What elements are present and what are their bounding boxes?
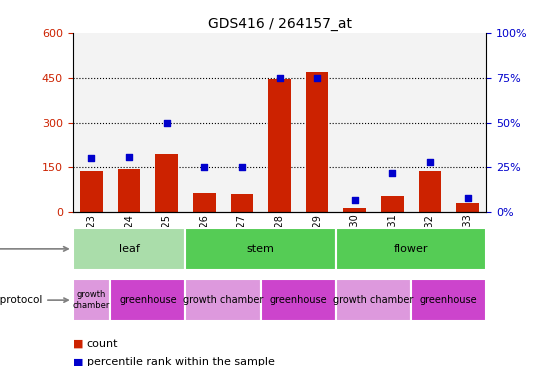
Bar [449, 33, 486, 212]
Bar [306, 72, 328, 212]
Point [238, 165, 247, 171]
Bar [231, 194, 253, 212]
Bar [411, 33, 449, 212]
Bar [73, 33, 110, 212]
Text: percentile rank within the sample: percentile rank within the sample [87, 357, 274, 366]
Bar [186, 33, 223, 212]
Bar [73, 279, 110, 321]
Bar [223, 33, 260, 212]
Point [350, 197, 359, 203]
Text: greenhouse: greenhouse [269, 295, 327, 305]
Bar [299, 33, 336, 212]
Text: count: count [87, 339, 118, 349]
Point [275, 75, 284, 81]
Text: greenhouse: greenhouse [119, 295, 177, 305]
Bar [118, 169, 140, 212]
Text: greenhouse: greenhouse [420, 295, 477, 305]
Text: ■: ■ [73, 339, 83, 349]
Point [425, 159, 434, 165]
Text: growth chamber: growth chamber [183, 295, 263, 305]
Bar [260, 33, 299, 212]
Point [125, 154, 134, 160]
Point [463, 195, 472, 201]
Bar [336, 228, 486, 270]
Bar [343, 208, 366, 212]
Text: growth protocol: growth protocol [0, 295, 68, 305]
Bar [155, 154, 178, 212]
Bar [456, 203, 479, 212]
Bar [419, 171, 441, 212]
Text: growth chamber: growth chamber [333, 295, 414, 305]
Bar [260, 279, 336, 321]
Bar [148, 33, 186, 212]
Bar [381, 196, 404, 212]
Text: flower: flower [394, 244, 428, 254]
Text: leaf: leaf [119, 244, 140, 254]
Bar [186, 279, 260, 321]
Point [87, 156, 96, 161]
Bar [186, 228, 336, 270]
Bar [373, 33, 411, 212]
Bar [110, 279, 186, 321]
Bar [110, 33, 148, 212]
Title: GDS416 / 264157_at: GDS416 / 264157_at [207, 16, 352, 30]
Text: tissue: tissue [0, 244, 68, 254]
Bar [193, 193, 216, 212]
Bar [268, 79, 291, 212]
Bar [336, 33, 373, 212]
Point [312, 75, 321, 81]
Point [162, 120, 171, 126]
Text: stem: stem [247, 244, 274, 254]
Bar [73, 228, 186, 270]
Point [388, 170, 397, 176]
Point [200, 165, 209, 171]
Text: ■: ■ [73, 357, 83, 366]
Text: growth
chamber: growth chamber [73, 290, 110, 310]
Bar [80, 171, 103, 212]
Bar [411, 279, 486, 321]
Bar [336, 279, 411, 321]
